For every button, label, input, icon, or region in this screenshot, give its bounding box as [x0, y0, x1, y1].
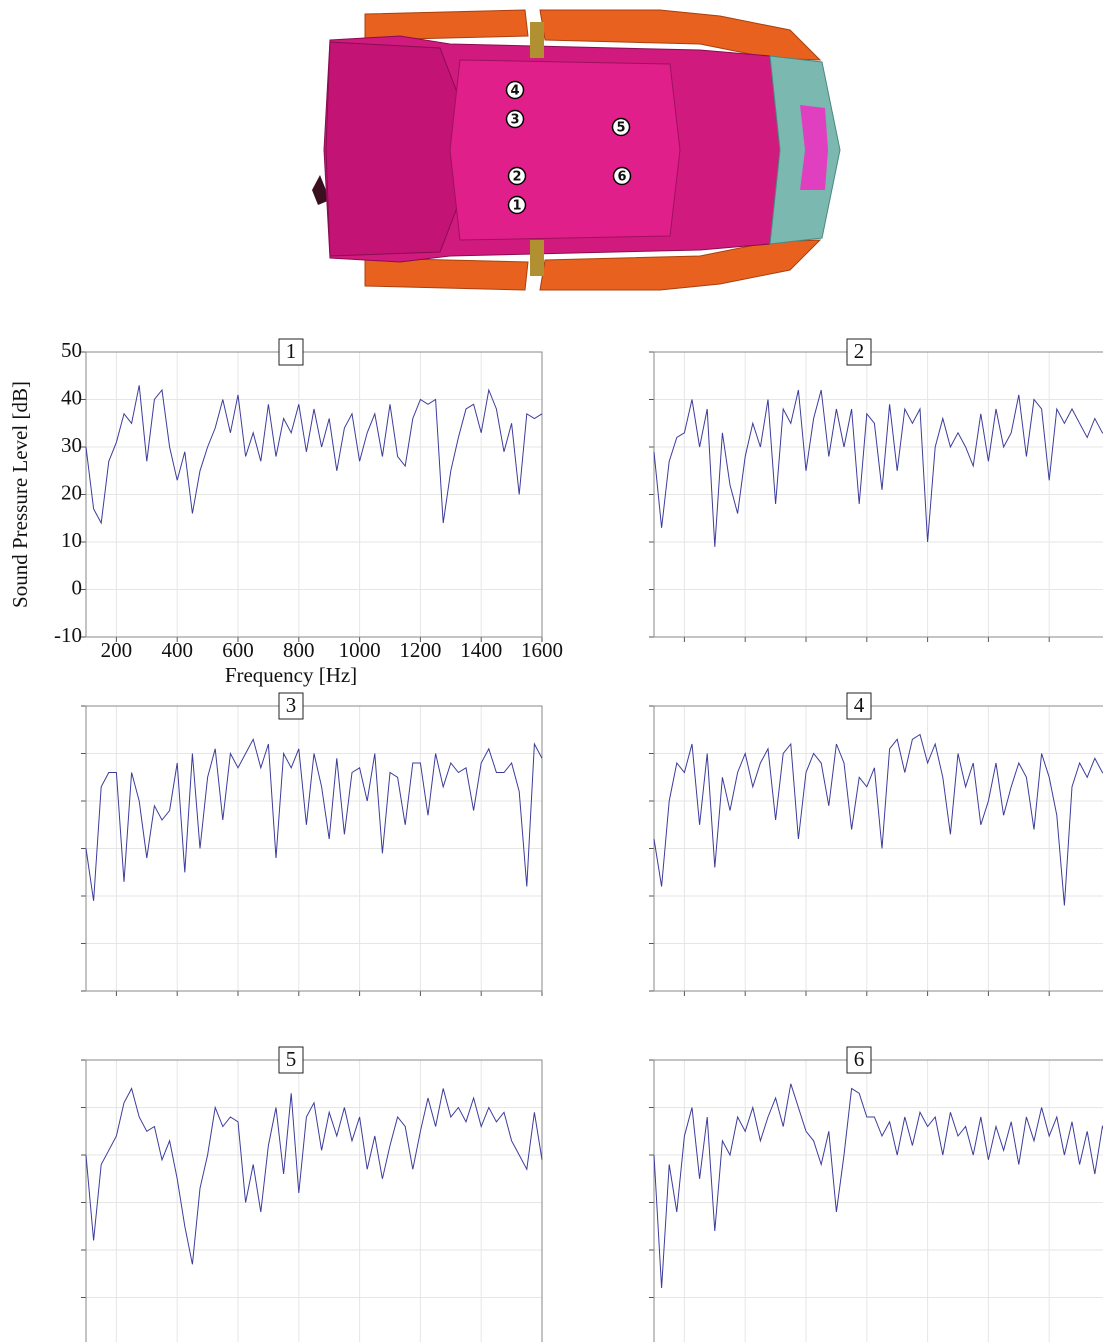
car-panel [364, 257, 529, 291]
car-roof [449, 59, 681, 241]
car-panel [539, 239, 822, 291]
series-line [85, 1087, 543, 1265]
x-tick-label: 200 [101, 638, 133, 662]
chart: 4 [649, 692, 1103, 996]
car-hood [325, 41, 461, 257]
x-tick-label: 1200 [399, 638, 441, 662]
series-line [653, 733, 1103, 906]
marker-label: 4 [510, 84, 519, 99]
y-axis-label: Sound Pressure Level [dB] [8, 381, 32, 608]
y-tick-label: 10 [61, 528, 82, 552]
chart-title-box [278, 692, 304, 720]
car-markers: 1 2 3 4 5 6 [505, 80, 632, 215]
plot-frame [653, 705, 1103, 992]
marker-circle [507, 166, 527, 186]
y-tick-label: 0 [72, 575, 83, 599]
x-tick-label: 600 [222, 638, 254, 662]
marker-label: 1 [512, 199, 521, 214]
plot-frame [85, 1059, 543, 1342]
y-tick-label: 30 [61, 433, 82, 457]
chart-title: 2 [854, 339, 865, 363]
plot-area [654, 1060, 1103, 1342]
chart-title-box [278, 338, 304, 366]
marker-label: 2 [512, 170, 521, 185]
car-illustration [312, 9, 841, 291]
x-tick-label: 1600 [521, 638, 563, 662]
chart-title: 6 [854, 1047, 865, 1071]
marker-label: 6 [617, 170, 626, 185]
x-tick-label: 400 [161, 638, 193, 662]
chart: 6 [649, 1046, 1103, 1342]
series-line [653, 389, 1103, 547]
y-tick-label: 20 [61, 480, 82, 504]
chart-title-box [278, 1046, 304, 1074]
car-pillar [530, 240, 544, 276]
marker-label: 5 [616, 121, 625, 136]
chart: 200 400 600 800 1000 1200 1400 1600 -10 0 10 20 30 40… [8, 338, 563, 687]
marker-circle [612, 166, 632, 186]
y-tick-label: -10 [54, 623, 82, 647]
car-mirror [312, 175, 330, 205]
marker-circle [505, 109, 525, 129]
car-panel [364, 9, 529, 41]
marker-circle [505, 80, 525, 100]
chart-title: 5 [286, 1047, 297, 1071]
car-pillar [530, 22, 544, 58]
chart-title-box [846, 338, 872, 366]
chart: 5 [81, 1046, 543, 1342]
x-tick-label: 800 [283, 638, 315, 662]
chart-title: 4 [854, 693, 865, 717]
series-line [653, 1083, 1103, 1289]
chart-title-box [846, 692, 872, 720]
series-line [85, 737, 543, 901]
x-tick-label: 1400 [460, 638, 502, 662]
marker-label: 3 [510, 113, 519, 128]
marker-circle [611, 117, 631, 137]
x-axis-label: Frequency [Hz] [225, 663, 357, 687]
chart-title-box [846, 1046, 872, 1074]
car-rear-detail [800, 105, 828, 190]
plot-frame [653, 1059, 1103, 1342]
marker-circle [507, 195, 527, 215]
charts: 200 400 600 800 1000 1200 1400 1600 -10 0 10 20 30 40… [8, 338, 1103, 1342]
plot-frame [653, 351, 1103, 638]
chart-title: 1 [286, 339, 297, 363]
chart: 2 [649, 338, 1103, 642]
series-line [85, 385, 543, 525]
y-tick-label: 40 [61, 385, 82, 409]
plot-frame [85, 351, 543, 638]
chart: 3 [81, 692, 543, 996]
y-tick-label: 50 [61, 338, 82, 362]
x-tick-label: 1000 [339, 638, 381, 662]
chart-title: 3 [286, 693, 297, 717]
car-panel [539, 9, 822, 61]
